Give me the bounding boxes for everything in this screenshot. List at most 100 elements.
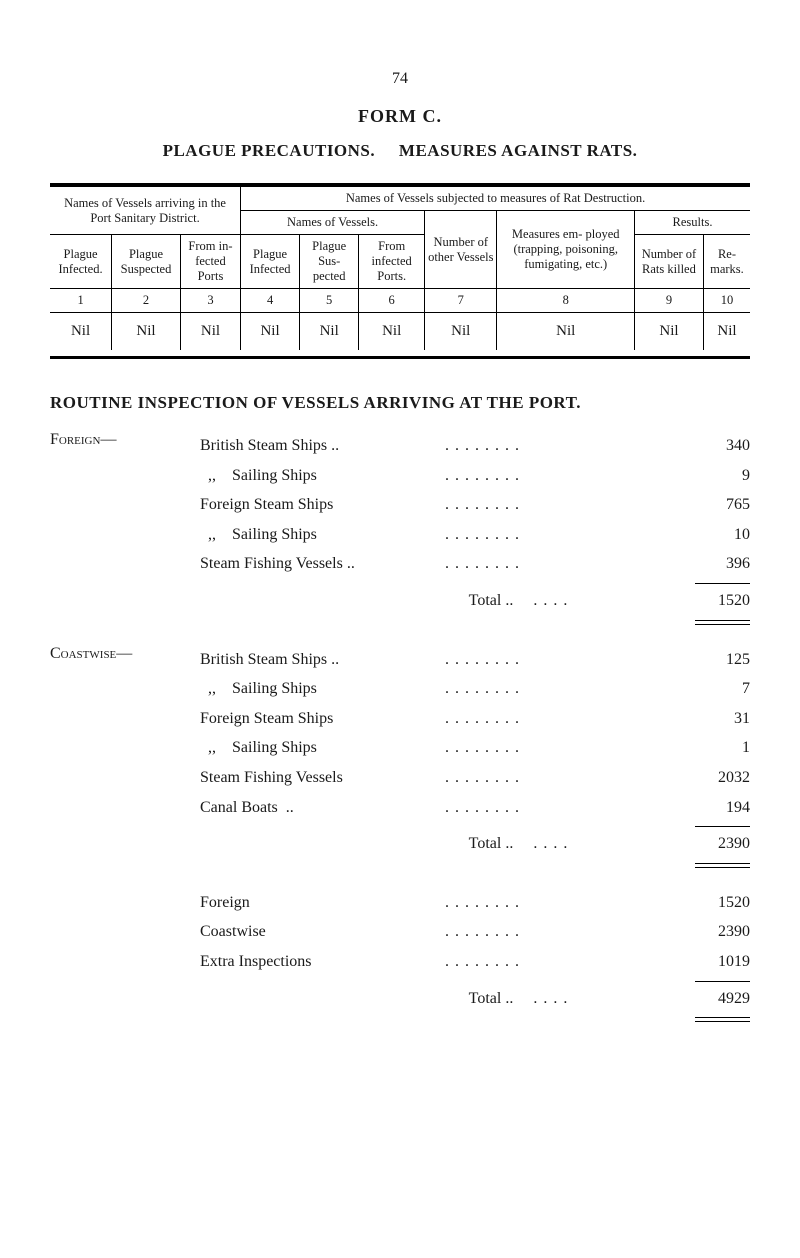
list-item: Steam Fishing Vessels........2032: [200, 763, 750, 793]
coastwise-section: Coastwise— British Steam Ships .........…: [50, 645, 750, 882]
n5: 5: [300, 289, 359, 313]
col-2: Plague Suspected: [112, 235, 181, 289]
n9: 9: [634, 289, 703, 313]
leader-dots: ........: [445, 549, 690, 579]
total-value: 4929: [690, 984, 750, 1014]
list-item: ,, Sailing Ships........9: [200, 461, 750, 491]
hdr-number-other: Number of other Vessels: [425, 211, 497, 289]
subtitle-left: PLAGUE PRECAUTIONS.: [163, 141, 376, 160]
page-number: 74: [50, 70, 750, 88]
leader-dots: ........: [445, 645, 690, 675]
foreign-label: Foreign—: [50, 431, 200, 449]
item-value: 2390: [690, 917, 750, 947]
item-value: 1019: [690, 947, 750, 977]
item-label: Foreign Steam Ships: [200, 490, 445, 520]
item-value: 9: [690, 461, 750, 491]
total-value: 2390: [690, 829, 750, 859]
leader-dots: ........: [445, 733, 690, 763]
list-item: Foreign Steam Ships........765: [200, 490, 750, 520]
item-value: 2032: [690, 763, 750, 793]
form-title: FORM C.: [50, 106, 750, 127]
item-label: Foreign: [200, 888, 445, 918]
item-label: ,, Sailing Ships: [200, 674, 445, 704]
col-9: Number of Rats killed: [634, 235, 703, 289]
leader-dots: ........: [445, 431, 690, 461]
item-label: Steam Fishing Vessels ..: [200, 549, 445, 579]
item-label: British Steam Ships ..: [200, 431, 445, 461]
leader-dots: ........: [445, 674, 690, 704]
leader-dots: ........: [445, 888, 690, 918]
item-label: ,, Sailing Ships: [200, 520, 445, 550]
double-rule: [695, 620, 750, 625]
item-value: 1: [690, 733, 750, 763]
item-label: Extra Inspections: [200, 947, 445, 977]
total-rule: [695, 981, 750, 982]
nil6: Nil: [359, 313, 425, 351]
item-value: 194: [690, 793, 750, 823]
subtitle: PLAGUE PRECAUTIONS. MEASURES AGAINST RAT…: [50, 141, 750, 161]
nil2: Nil: [112, 313, 181, 351]
list-item: Foreign Steam Ships........31: [200, 704, 750, 734]
list-item: British Steam Ships ..........340: [200, 431, 750, 461]
leader-dots: ........: [445, 490, 690, 520]
n2: 2: [112, 289, 181, 313]
item-value: 10: [690, 520, 750, 550]
leader-dots: ........: [445, 704, 690, 734]
item-label: Canal Boats ..: [200, 793, 445, 823]
hdr-arriving: Names of Vessels arriving in the Port Sa…: [50, 187, 241, 235]
n4: 4: [241, 289, 300, 313]
double-rule: [695, 863, 750, 868]
item-value: 125: [690, 645, 750, 675]
nil4: Nil: [241, 313, 300, 351]
leader-dots: ....: [533, 984, 690, 1014]
col-5: Plague Sus- pected: [300, 235, 359, 289]
total-row: Total ......4929: [200, 984, 750, 1014]
list-item: Canal Boats ..........194: [200, 793, 750, 823]
nil8: Nil: [497, 313, 635, 351]
col-10: Re- marks.: [703, 235, 750, 289]
n3: 3: [180, 289, 240, 313]
leader-dots: ........: [445, 793, 690, 823]
item-label: British Steam Ships ..: [200, 645, 445, 675]
rule-bottom: [50, 356, 750, 359]
total-label: Total ..: [200, 984, 533, 1014]
item-value: 340: [690, 431, 750, 461]
item-value: 1520: [690, 888, 750, 918]
total-row: Total ......1520: [200, 586, 750, 616]
col-4: Plague Infected: [241, 235, 300, 289]
hdr-results: Results.: [634, 211, 750, 235]
nil1: Nil: [50, 313, 112, 351]
leader-dots: ........: [445, 917, 690, 947]
n7: 7: [425, 289, 497, 313]
total-row: Total ......2390: [200, 829, 750, 859]
nil10: Nil: [703, 313, 750, 351]
leader-dots: ....: [533, 829, 690, 859]
list-item: Steam Fishing Vessels ..........396: [200, 549, 750, 579]
leader-dots: ........: [445, 461, 690, 491]
item-label: Steam Fishing Vessels: [200, 763, 445, 793]
total-rule: [695, 583, 750, 584]
foreign-section: Foreign— British Steam Ships ..........3…: [50, 431, 750, 639]
hdr-measures: Measures em- ployed (trapping, poisoning…: [497, 211, 635, 289]
total-rule: [695, 826, 750, 827]
item-value: 31: [690, 704, 750, 734]
coastwise-label: Coastwise—: [50, 645, 200, 663]
item-label: ,, Sailing Ships: [200, 461, 445, 491]
item-label: Coastwise: [200, 917, 445, 947]
col-1: Plague Infected.: [50, 235, 112, 289]
list-item: ,, Sailing Ships........7: [200, 674, 750, 704]
total-value: 1520: [690, 586, 750, 616]
subtitle-right: MEASURES AGAINST RATS.: [399, 141, 638, 160]
nil7: Nil: [425, 313, 497, 351]
list-item: ,, Sailing Ships........10: [200, 520, 750, 550]
routine-title: ROUTINE INSPECTION OF VESSELS ARRIVING A…: [50, 393, 750, 413]
item-value: 396: [690, 549, 750, 579]
n8: 8: [497, 289, 635, 313]
leader-dots: ........: [445, 763, 690, 793]
double-rule: [695, 1017, 750, 1022]
hdr-subjected: Names of Vessels subjected to measures o…: [241, 187, 750, 211]
col-3: From in- fected Ports: [180, 235, 240, 289]
plague-table: Names of Vessels arriving in the Port Sa…: [50, 186, 750, 350]
item-value: 765: [690, 490, 750, 520]
n6: 6: [359, 289, 425, 313]
